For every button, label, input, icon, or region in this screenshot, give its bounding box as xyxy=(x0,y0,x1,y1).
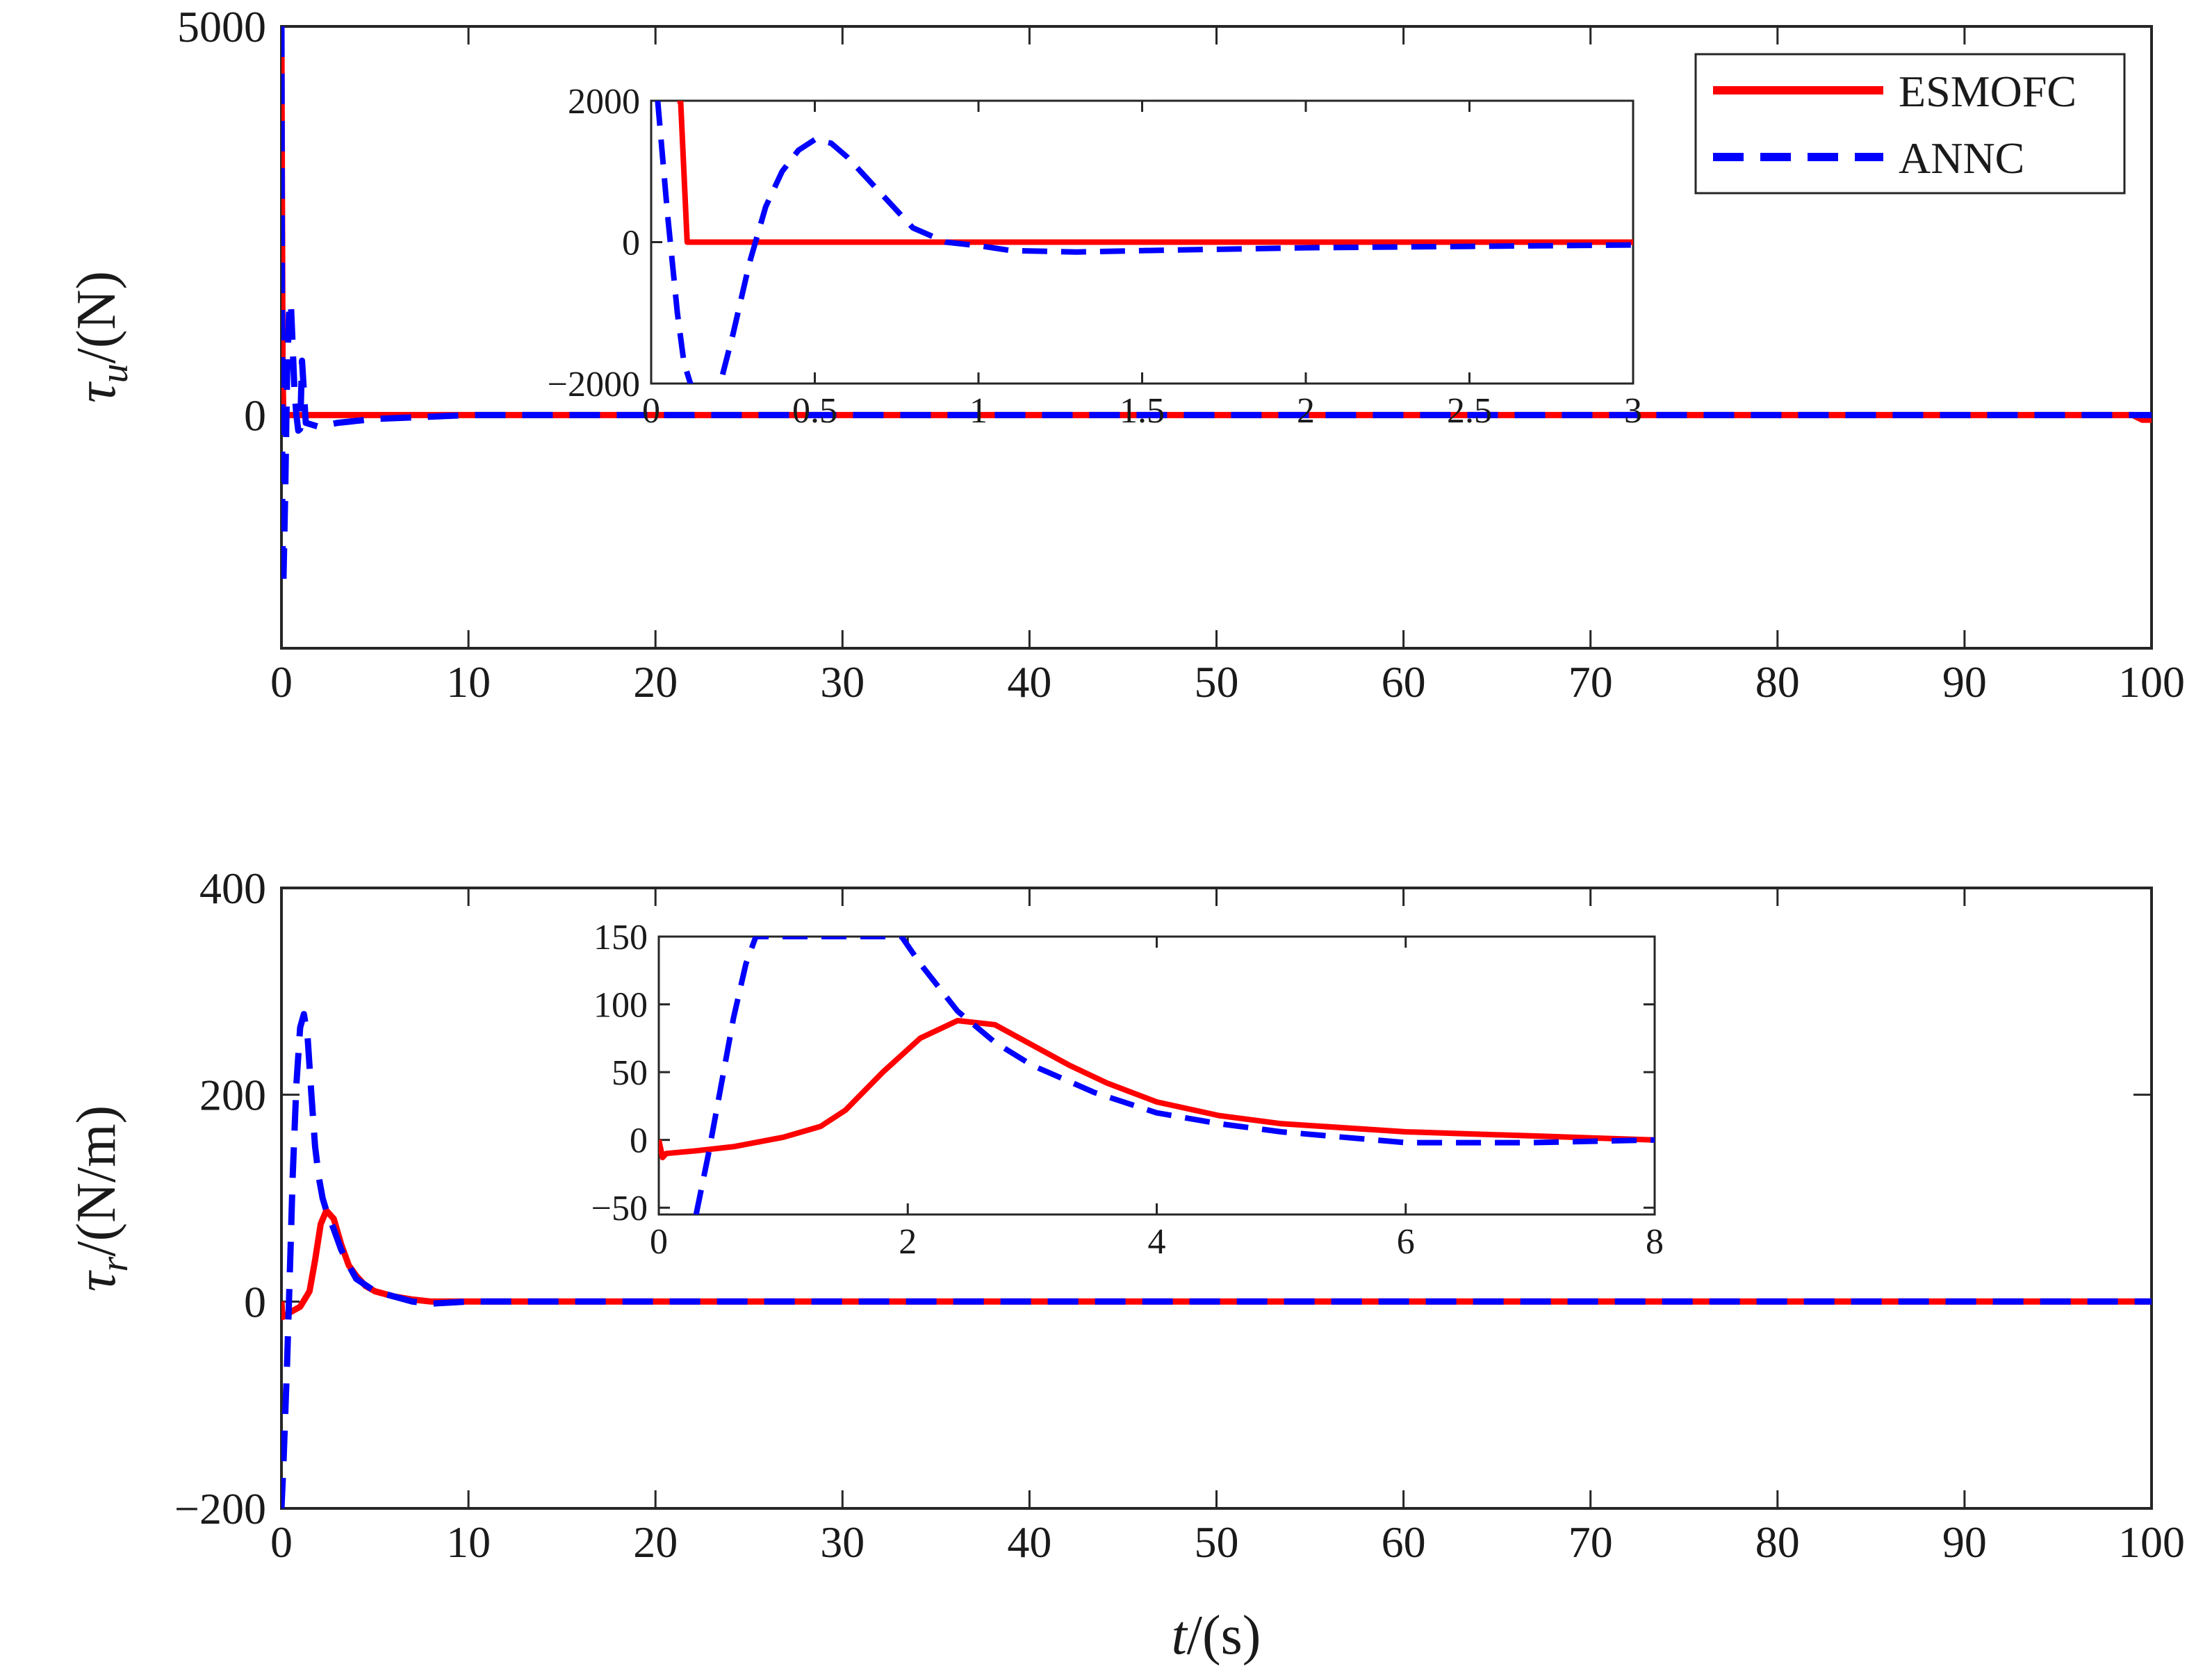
bottom-main-xtick-label: 90 xyxy=(1942,1517,1987,1567)
top-main-xtick-label: 20 xyxy=(633,657,678,707)
top-main-xtick-label: 30 xyxy=(820,657,865,707)
top-inset-xtick-label: 0 xyxy=(642,391,660,431)
legend-box xyxy=(1694,53,2126,195)
top-inset-xtick-label: 2.5 xyxy=(1447,391,1492,431)
bottom-inset-ytick-label: 100 xyxy=(593,986,648,1026)
top-main-xtick-label: 100 xyxy=(2118,657,2185,707)
top-ylabel-unit: /(N) xyxy=(66,271,127,363)
top-main-ytick-label: 0 xyxy=(244,390,266,440)
bottom-inset-series-esmofc xyxy=(659,1018,1655,1160)
bottom-main-xtick-label: 60 xyxy=(1382,1517,1426,1567)
bottom-inset-ytick-label: 150 xyxy=(593,918,648,957)
top-ylabel-sub: u xyxy=(93,363,136,383)
bottom-main-xtick-label: 70 xyxy=(1568,1517,1613,1567)
bottom-ylabel-sub: r xyxy=(93,1256,136,1271)
bottom-xlabel: t/(s) xyxy=(1172,1605,1261,1666)
bottom-main-series-esmofc xyxy=(281,1207,2152,1321)
legend: ESMOFC ANNC xyxy=(1694,53,2126,195)
bottom-xlabel-symbol: t xyxy=(1172,1605,1188,1666)
top-inset-xtick-label: 1.5 xyxy=(1120,391,1165,431)
bottom-main-ytick-label: 200 xyxy=(199,1071,266,1120)
bottom-main-series-annc xyxy=(281,1011,2152,1508)
top-main-ytick-label: 5000 xyxy=(177,2,266,51)
bottom-inset-xtick-label: 0 xyxy=(650,1222,668,1262)
legend-label-esmofc: ESMOFC xyxy=(1899,67,2076,116)
bottom-main-xtick-label: 20 xyxy=(633,1517,678,1567)
top-inset-ytick-label: −2000 xyxy=(548,365,640,404)
top-main-xtick-label: 0 xyxy=(270,657,293,707)
bottom-inset-xtick-label: 6 xyxy=(1397,1222,1415,1262)
top-main-xtick-label: 10 xyxy=(446,657,491,707)
bottom-main-xtick-label: 100 xyxy=(2118,1517,2185,1567)
top-inset-xtick-label: 0.5 xyxy=(792,391,837,431)
bottom-inset-ytick-label: 0 xyxy=(630,1121,648,1161)
bottom-inset-xtick-label: 8 xyxy=(1646,1222,1664,1262)
bottom-main-ytick-label: 0 xyxy=(244,1277,266,1326)
bottom-ylabel-symbol: τ xyxy=(66,1269,127,1292)
bottom-inset-xtick-label: 2 xyxy=(899,1222,917,1262)
top-inset-xtick-label: 2 xyxy=(1297,391,1315,431)
bottom-main-xtick-label: 50 xyxy=(1195,1517,1239,1567)
top-inset-ytick-label: 2000 xyxy=(568,82,640,122)
bottom-ylabel-unit: /(N/m) xyxy=(66,1105,127,1257)
bottom-main-xtick-label: 40 xyxy=(1007,1517,1051,1567)
bottom-inset-ytick-label: 50 xyxy=(612,1053,648,1093)
bottom-xlabel-unit: /(s) xyxy=(1187,1605,1261,1666)
top-inset-ytick-label: 0 xyxy=(622,224,640,263)
bottom-main-xtick-label: 80 xyxy=(1755,1517,1800,1567)
top-main-xtick-label: 70 xyxy=(1568,657,1613,707)
top-main-xtick-label: 90 xyxy=(1942,657,1987,707)
top-inset-xtick-label: 3 xyxy=(1624,391,1642,431)
bottom-inset-plot-area xyxy=(657,935,1656,1216)
top-inset-series-esmofc xyxy=(677,101,1633,245)
bottom-main-ytick-label: 400 xyxy=(199,864,266,913)
top-ylabel-symbol: τ xyxy=(66,381,127,403)
top-main-xtick-label: 40 xyxy=(1007,657,1051,707)
top-inset-series-annc xyxy=(655,101,1633,384)
bottom-ylabel: τr/(N/m) xyxy=(66,1105,136,1292)
top-main-xtick-label: 60 xyxy=(1382,657,1426,707)
bottom-inset-ytick-label: −50 xyxy=(591,1189,648,1228)
top-inset-xtick-label: 1 xyxy=(969,391,988,431)
top-main-xtick-label: 50 xyxy=(1195,657,1239,707)
bottom-inset-series-annc xyxy=(693,937,1655,1214)
bottom-main-xtick-label: 10 xyxy=(446,1517,491,1567)
bottom-main-ytick-label: −200 xyxy=(174,1484,266,1533)
bottom-main-xtick-label: 30 xyxy=(820,1517,865,1567)
top-ylabel: τu/(N) xyxy=(66,271,136,403)
bottom-main-xtick-label: 0 xyxy=(270,1517,293,1567)
top-main-series-annc xyxy=(281,26,2152,589)
bottom-inset-xtick-label: 4 xyxy=(1148,1222,1166,1262)
top-main-xtick-label: 80 xyxy=(1755,657,1800,707)
legend-label-annc: ANNC xyxy=(1899,133,2024,183)
